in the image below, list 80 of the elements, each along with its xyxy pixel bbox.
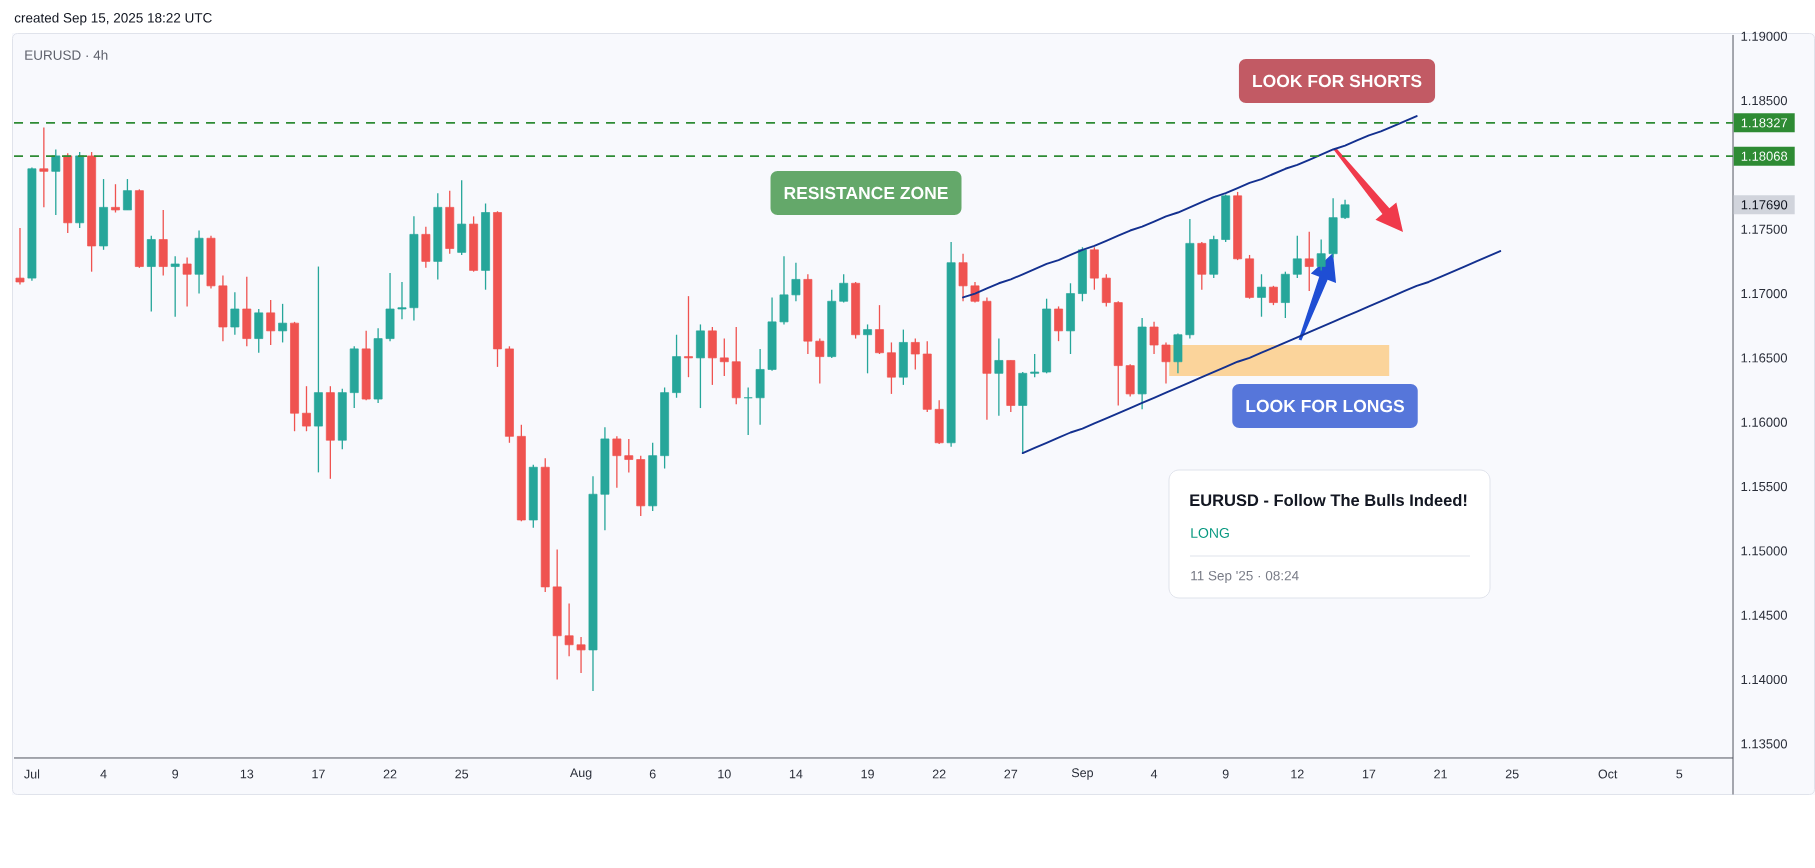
x-tick-label: 12 [1291, 769, 1304, 779]
candlestick [564, 602, 574, 657]
candlestick [576, 636, 586, 674]
x-tick-label: Oct [1598, 769, 1618, 779]
text: 1.17690 [1741, 200, 1788, 210]
y-tick-label: 1.17500 [1741, 224, 1788, 234]
x-tick-label: 25 [455, 769, 469, 779]
candlestick [1149, 321, 1159, 355]
candlestick [1304, 231, 1314, 292]
candlestick [39, 126, 49, 209]
candlestick [182, 256, 192, 308]
x-tick-label: 9 [172, 769, 179, 779]
x-tick-label: 19 [861, 769, 874, 779]
text: EURUSD · 4h [25, 50, 108, 60]
candlestick [397, 281, 407, 320]
annotation: LONG [1191, 528, 1229, 538]
candlestick [1292, 235, 1302, 279]
y-tick-label: 1.17000 [1741, 288, 1788, 299]
candlestick [266, 299, 276, 346]
candlestick [994, 337, 1004, 417]
text: EURUSD - Follow The Bulls Indeed! [1190, 493, 1467, 507]
y-tick-label: 1.19000 [1741, 31, 1788, 41]
y-tick-label: 1.16000 [1741, 417, 1788, 427]
candlestick [1030, 353, 1040, 378]
candlestick [278, 303, 288, 344]
x-tick-label: 4 [100, 769, 107, 779]
x-tick-label: Jul [24, 769, 40, 779]
candlestick [624, 438, 634, 474]
annotation: LOOK FOR SHORTS [1253, 74, 1422, 88]
candlestick [612, 435, 622, 489]
candlestick [1054, 305, 1063, 342]
candlestick [123, 178, 132, 211]
x-tick-label: 22 [383, 769, 397, 779]
text: created Sep 15, 2025 18:22 UTC [14, 12, 212, 26]
x-tick-label: 4 [1150, 769, 1158, 779]
ref-line-label: 1.18327 [1741, 118, 1788, 128]
ref-line-label: 1.18068 [1741, 151, 1788, 161]
y-tick-label: 1.14500 [1741, 610, 1788, 620]
y-tick-label: 1.14000 [1741, 674, 1788, 685]
candlestick [230, 291, 240, 336]
candlestick [815, 337, 825, 385]
candlestick [684, 295, 693, 378]
candlestick [839, 273, 849, 304]
candlestick [170, 255, 180, 318]
candlestick [875, 304, 884, 355]
y-tick-label: 1.16500 [1741, 353, 1788, 363]
candlestick [1257, 273, 1266, 318]
candlestick [958, 253, 968, 302]
candlestick [51, 148, 61, 216]
x-tick-label: 14 [789, 769, 803, 779]
x-tick-label: 13 [240, 769, 254, 779]
x-tick-label: Sep [1071, 768, 1094, 780]
annotation: RESISTANCE ZONE [784, 186, 948, 200]
annotation: LOOK FOR LONGS [1246, 399, 1405, 413]
candlestick [302, 385, 311, 432]
x-tick-label: 21 [1434, 769, 1447, 779]
candlestick [1340, 199, 1350, 220]
x-tick-label: 17 [1362, 769, 1376, 779]
x-tick-label: 22 [932, 769, 946, 779]
candlestick [863, 323, 872, 374]
candlestick [791, 262, 801, 302]
y-tick-label: 1.15000 [1741, 546, 1788, 556]
y-tick-label: 1.15500 [1741, 481, 1788, 492]
x-tick-label: 6 [649, 769, 656, 779]
x-tick-label: 17 [312, 769, 325, 779]
x-tick-label: 25 [1505, 769, 1519, 779]
candlestick [111, 183, 120, 214]
x-tick-label: 10 [718, 769, 731, 779]
candlestick [910, 337, 920, 371]
candlestick [1316, 238, 1326, 272]
y-tick-label: 1.13500 [1741, 739, 1788, 749]
candlestick [1161, 341, 1171, 385]
x-tick-label: 27 [1004, 769, 1018, 779]
x-tick-label: Aug [569, 768, 592, 780]
candlestick [719, 337, 729, 377]
x-tick-label: 9 [1222, 769, 1229, 779]
x-tick-label: 5 [1676, 769, 1683, 779]
y-tick-label: 1.18500 [1741, 95, 1788, 106]
annotation: 11 Sep '25 · 08:24 [1191, 570, 1299, 584]
candlestick [15, 227, 25, 286]
